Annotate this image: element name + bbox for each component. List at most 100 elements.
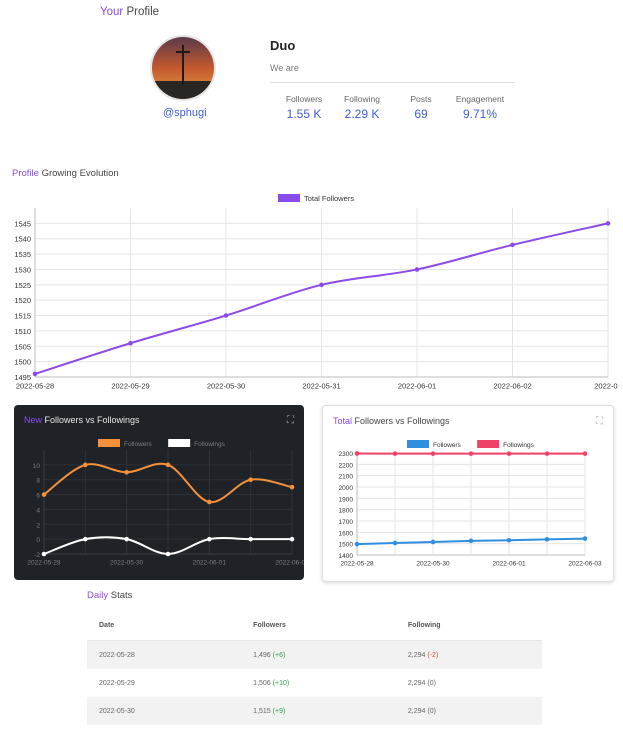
x-tick-label: 2022-05-29	[111, 382, 149, 391]
data-point	[165, 551, 171, 557]
stat-label: Followers	[285, 94, 323, 104]
y-tick-label: 0	[36, 537, 40, 544]
y-tick-label: -2	[34, 552, 40, 559]
daily-stats-table: Date Followers Following 2022-05-28 1,49…	[87, 610, 542, 725]
data-point	[289, 484, 295, 490]
count: 1,515	[253, 707, 271, 715]
data-point	[506, 537, 512, 543]
title-rest: Profile	[123, 6, 160, 18]
y-tick-label: 2200	[339, 462, 354, 469]
legend-label: Followers	[433, 442, 462, 449]
title-rest: Followers vs Followings	[352, 416, 450, 426]
data-point	[506, 451, 512, 456]
data-point	[392, 451, 398, 456]
x-tick-label: 2022-06-02	[493, 382, 531, 391]
cell-date: 2022-05-29	[99, 679, 135, 687]
daily-section-title: Daily Stats	[87, 590, 132, 601]
y-tick-label: 6	[36, 493, 40, 500]
expand-icon[interactable]: ⛶	[596, 416, 603, 427]
y-tick-label: 1600	[339, 530, 354, 537]
count: 2,294	[407, 679, 426, 687]
column-header: Following	[395, 610, 542, 641]
column-header: Date	[87, 610, 242, 641]
title-accent: Daily	[87, 590, 109, 601]
growth-line-chart: 1495 1500 1505 1510 1515 1520 1525 1530 1535 1540…	[14, 194, 618, 391]
title-accent: Profile	[12, 168, 39, 179]
card-title: New Followers vs Followings	[24, 415, 140, 425]
table-row: 2022-05-29 1,506 (+10) 2,294 (0)	[87, 669, 542, 697]
stat-following: Following 2.29 K	[327, 94, 397, 121]
stat-posts: Posts 69	[386, 94, 456, 121]
title-accent: New	[24, 415, 43, 425]
x-tick-label: 2022-05-28	[340, 561, 374, 568]
y-tick-label: 1545	[14, 219, 31, 228]
legend-label: Total Followers	[304, 194, 354, 203]
y-tick-label: 1500	[339, 542, 354, 549]
data-point	[165, 462, 171, 468]
profile-handle-link[interactable]: @sphugi	[163, 107, 207, 119]
profile-bio: We are	[270, 63, 299, 73]
y-tick-label: 1540	[14, 235, 31, 244]
y-tick-label: 1400	[339, 553, 354, 560]
data-point	[414, 267, 420, 272]
x-tick-label: 2022-06-01	[492, 561, 526, 568]
x-tick-label: 2022-05-28	[16, 382, 54, 391]
y-tick-label: 1535	[14, 250, 31, 259]
data-point	[207, 499, 212, 505]
y-tick-label: 1530	[14, 265, 31, 274]
legend-swatch	[407, 440, 429, 448]
data-point	[544, 451, 550, 456]
count: 1,496	[253, 651, 271, 659]
x-tick-label: 2022-05-30	[416, 561, 450, 568]
cell-following: 2,294 (-2)	[395, 640, 542, 669]
divider	[270, 82, 515, 83]
stat-label: Posts	[410, 94, 432, 104]
total-followers-card: Total Followers vs Followings ⛶ 1400 1500…	[322, 405, 614, 582]
delta: (+10)	[272, 679, 290, 687]
data-point	[289, 536, 295, 542]
data-point	[223, 313, 229, 318]
count: 2,294	[407, 651, 426, 659]
data-point	[605, 221, 611, 226]
cell-following: 2,294 (0)	[395, 697, 542, 725]
y-tick-label: 1520	[14, 296, 31, 305]
y-tick-label: 1900	[339, 496, 354, 503]
table-header-row: Date Followers Following	[87, 610, 542, 641]
cell-date: 2022-05-30	[87, 697, 242, 725]
data-point	[83, 536, 88, 542]
avatar	[150, 35, 216, 101]
stat-followers: Followers 1.55 K	[269, 94, 339, 121]
delta: (0)	[427, 679, 436, 687]
data-point	[248, 536, 253, 542]
table-row: 2022-05-28 1,496 (+6) 2,294 (-2)	[87, 640, 542, 669]
y-tick-label: 2	[36, 522, 40, 529]
x-tick-label: 2022-05-30	[110, 560, 144, 567]
cell-followers: 1,506 (+10)	[241, 669, 396, 697]
x-tick-label: 2022-05-31	[302, 382, 340, 391]
data-point	[582, 451, 588, 456]
y-tick-label: 2300	[339, 451, 354, 458]
data-point	[510, 242, 515, 248]
data-point	[468, 451, 474, 456]
data-point	[128, 340, 133, 346]
legend-label: Followings	[194, 441, 225, 448]
data-point	[354, 451, 360, 456]
legend-swatch	[168, 439, 191, 447]
legend-swatch	[278, 194, 300, 202]
cell-followers: 1,496 (+6)	[241, 640, 396, 669]
y-tick-label: 1495	[14, 373, 31, 382]
x-tick-label: 2022-06	[594, 382, 618, 391]
y-tick-label: 2100	[339, 474, 354, 481]
stat-label: Following	[344, 94, 380, 104]
stat-engagement: Engagement 9.71%	[445, 94, 515, 121]
stat-value: 69	[414, 107, 428, 121]
expand-icon[interactable]: ⛶	[287, 415, 294, 426]
title-rest: Stats	[108, 590, 133, 601]
y-tick-label: 1515	[14, 312, 31, 321]
stat-value: 1.55 K	[286, 107, 322, 121]
x-tick-label: 2022-06-03	[568, 561, 602, 568]
data-point	[124, 536, 129, 542]
data-point	[207, 536, 212, 542]
y-tick-label: 1700	[339, 519, 354, 526]
data-point	[468, 538, 474, 544]
